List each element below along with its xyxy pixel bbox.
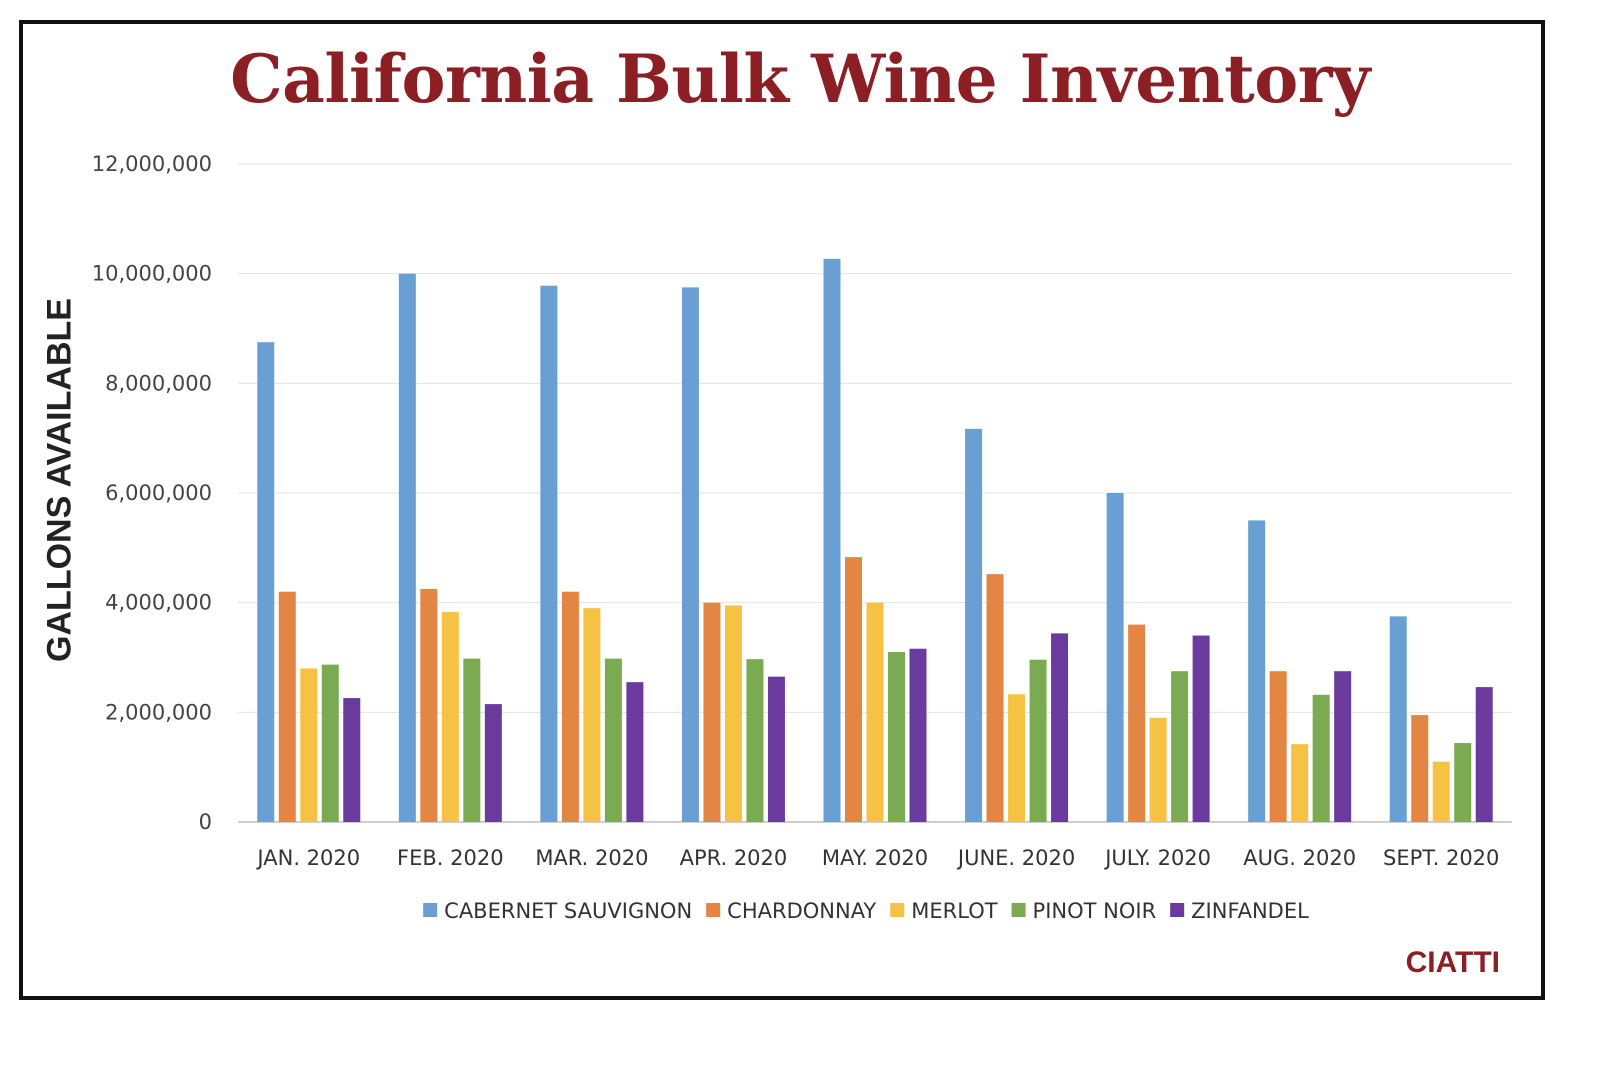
bar bbox=[888, 652, 905, 822]
bar bbox=[463, 658, 481, 822]
bar bbox=[321, 664, 339, 822]
bar bbox=[441, 611, 459, 822]
bar bbox=[1312, 694, 1330, 822]
bar bbox=[909, 648, 927, 822]
bar bbox=[986, 574, 1004, 822]
y-tick-label: 4,000,000 bbox=[105, 591, 212, 615]
bar bbox=[278, 591, 296, 822]
bar bbox=[1192, 635, 1210, 822]
bar bbox=[1248, 520, 1266, 822]
legend-swatch bbox=[423, 903, 438, 917]
bar bbox=[1149, 717, 1167, 822]
x-tick-label: FEB. 2020 bbox=[397, 846, 504, 870]
x-tick-label: MAY. 2020 bbox=[822, 846, 928, 870]
bar bbox=[724, 605, 742, 822]
legend-swatch bbox=[706, 903, 721, 917]
bar bbox=[1128, 624, 1146, 822]
bar bbox=[1475, 687, 1493, 822]
bar bbox=[1106, 493, 1124, 822]
bar bbox=[1291, 744, 1309, 822]
bar bbox=[540, 285, 558, 823]
y-tick-label: 10,000,000 bbox=[92, 262, 212, 286]
y-tick-label: 12,000,000 bbox=[92, 152, 212, 176]
bar bbox=[845, 557, 862, 822]
legend-swatch bbox=[890, 903, 905, 917]
bar bbox=[300, 668, 318, 822]
legend-label: MERLOT bbox=[911, 899, 997, 923]
bar bbox=[1008, 694, 1026, 822]
bar bbox=[1029, 659, 1047, 822]
bar bbox=[604, 658, 622, 822]
bar bbox=[703, 602, 721, 822]
bar bbox=[1051, 633, 1069, 822]
bar bbox=[965, 428, 983, 822]
bar bbox=[1269, 671, 1287, 822]
bar bbox=[1454, 743, 1472, 822]
bar bbox=[420, 588, 438, 822]
bar bbox=[681, 287, 699, 822]
x-tick-label: JAN. 2020 bbox=[255, 846, 360, 870]
x-tick-label: JULY. 2020 bbox=[1103, 846, 1211, 870]
bar bbox=[626, 682, 644, 822]
bar bbox=[343, 698, 361, 822]
legend-swatch bbox=[1170, 903, 1185, 917]
x-tick-label: APR. 2020 bbox=[680, 846, 788, 870]
y-tick-label: 8,000,000 bbox=[105, 371, 212, 395]
bar bbox=[767, 676, 785, 822]
x-tick-label: MAR. 2020 bbox=[535, 846, 648, 870]
bar bbox=[561, 591, 579, 822]
y-tick-label: 2,000,000 bbox=[105, 700, 212, 724]
y-tick-label: 0 bbox=[199, 810, 212, 834]
legend-label: CHARDONNAY bbox=[727, 899, 876, 923]
chart-title: California Bulk Wine Inventory bbox=[230, 40, 1370, 118]
x-tick-label: AUG. 2020 bbox=[1243, 846, 1356, 870]
bar bbox=[1389, 616, 1407, 822]
bar bbox=[1432, 761, 1450, 822]
legend-label: CABERNET SAUVIGNON bbox=[444, 899, 692, 923]
bar bbox=[1171, 671, 1189, 822]
bar bbox=[398, 273, 416, 823]
brand-logo: CIATTI bbox=[1405, 946, 1500, 979]
bar bbox=[823, 258, 841, 822]
bar bbox=[746, 659, 764, 822]
bar bbox=[484, 704, 502, 822]
y-tick-label: 6,000,000 bbox=[105, 481, 212, 505]
x-tick-label: SEPT. 2020 bbox=[1383, 846, 1499, 870]
bar bbox=[1334, 671, 1352, 822]
legend-label: ZINFANDEL bbox=[1191, 899, 1309, 923]
legend-label: PINOT NOIR bbox=[1033, 899, 1157, 923]
bar bbox=[257, 342, 275, 822]
bar bbox=[1411, 715, 1429, 822]
bar bbox=[583, 608, 601, 822]
x-tick-label: JUNE. 2020 bbox=[956, 846, 1075, 870]
bar bbox=[866, 602, 884, 822]
legend-swatch bbox=[1011, 903, 1026, 917]
